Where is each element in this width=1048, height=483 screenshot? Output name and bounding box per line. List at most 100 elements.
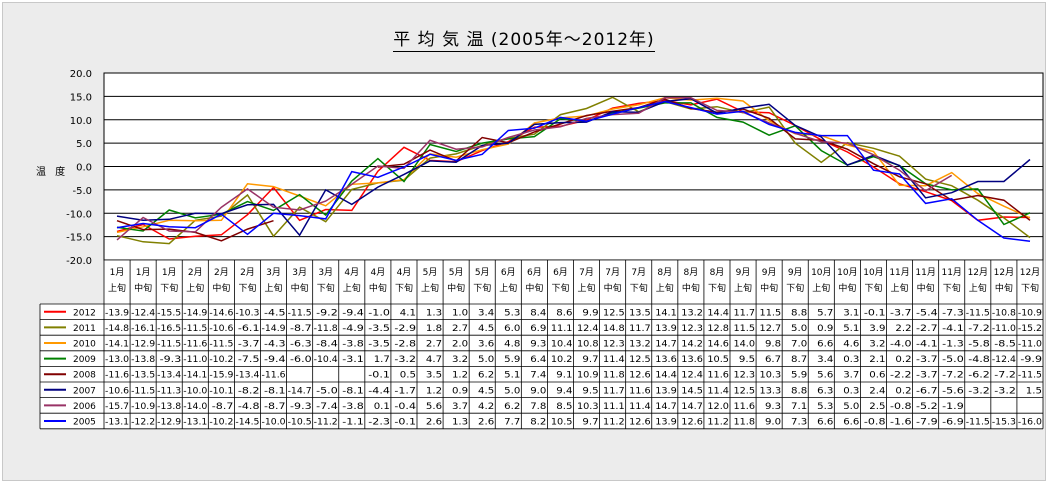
legend-label-2011: 2011 bbox=[73, 324, 96, 334]
y-tick-label: 5.0 bbox=[76, 139, 92, 150]
data-label: -7.2 bbox=[994, 371, 1016, 381]
data-label: 4.7 bbox=[426, 355, 442, 365]
data-label: -14.0 bbox=[183, 402, 207, 412]
data-label: 9.5 bbox=[582, 386, 598, 396]
category-month-label: 6月 bbox=[501, 267, 516, 278]
data-label: -16.0 bbox=[1018, 418, 1042, 428]
data-label: 0.9 bbox=[452, 386, 468, 396]
data-label: -12.9 bbox=[131, 340, 155, 350]
data-label: 11.5 bbox=[733, 324, 755, 334]
data-label: -10.0 bbox=[262, 418, 286, 428]
data-label: -14.1 bbox=[183, 371, 207, 381]
data-label: 3.6 bbox=[478, 340, 494, 350]
data-label: 12.3 bbox=[603, 340, 625, 350]
data-label: -16.1 bbox=[131, 324, 155, 334]
data-label: 9.0 bbox=[765, 418, 781, 428]
data-label: 12.5 bbox=[629, 355, 651, 365]
data-label: 2.5 bbox=[869, 402, 885, 412]
y-tick-label: -15.0 bbox=[66, 233, 92, 244]
category-month-label: 4月 bbox=[344, 267, 359, 278]
data-label: 7.4 bbox=[530, 371, 546, 381]
data-label: 7.8 bbox=[530, 402, 546, 412]
data-label: -15.5 bbox=[157, 308, 181, 318]
data-label: 0.1 bbox=[374, 402, 390, 412]
category-period-label: 中旬 bbox=[525, 282, 543, 294]
data-label: 14.2 bbox=[681, 340, 703, 350]
data-label: 0.9 bbox=[817, 324, 833, 334]
category-month-label: 8月 bbox=[710, 267, 725, 278]
data-label: 11.7 bbox=[629, 324, 651, 334]
data-label: 13.3 bbox=[760, 386, 782, 396]
data-label: -2.8 bbox=[394, 340, 416, 350]
category-month-label: 6月 bbox=[553, 267, 568, 278]
category-period-label: 中旬 bbox=[447, 282, 465, 294]
category-period-label: 中旬 bbox=[134, 282, 152, 294]
data-label: 10.5 bbox=[707, 355, 729, 365]
data-label: -10.5 bbox=[288, 418, 312, 428]
data-label: -14.8 bbox=[105, 324, 129, 334]
data-label: 11.1 bbox=[551, 324, 573, 334]
data-label: -11.8 bbox=[314, 324, 338, 334]
data-label: -10.0 bbox=[183, 386, 207, 396]
data-label: -3.7 bbox=[916, 355, 938, 365]
data-label: 11.2 bbox=[707, 418, 729, 428]
data-label: -3.5 bbox=[368, 340, 390, 350]
data-label: 12.3 bbox=[681, 324, 703, 334]
data-label: 1.2 bbox=[426, 386, 442, 396]
data-label: -11.0 bbox=[183, 355, 207, 365]
data-label: -6.3 bbox=[290, 340, 312, 350]
data-label: 11.6 bbox=[707, 371, 729, 381]
data-label: -0.8 bbox=[864, 418, 886, 428]
data-label: -13.8 bbox=[157, 402, 181, 412]
data-label: -8.4 bbox=[316, 340, 338, 350]
data-label: -10.3 bbox=[235, 308, 259, 318]
data-label: 7.1 bbox=[791, 402, 807, 412]
data-label: 0.3 bbox=[843, 386, 859, 396]
data-label: -3.8 bbox=[342, 340, 364, 350]
data-label: 0.2 bbox=[895, 355, 911, 365]
category-period-label: 下旬 bbox=[317, 282, 335, 294]
data-label: 9.7 bbox=[582, 418, 598, 428]
category-period-label: 上旬 bbox=[656, 282, 674, 294]
data-label: -12.2 bbox=[131, 418, 155, 428]
data-label: -3.2 bbox=[968, 386, 990, 396]
category-month-label: 9月 bbox=[736, 267, 751, 278]
data-label: 12.6 bbox=[629, 418, 651, 428]
data-label: -9.3 bbox=[160, 355, 182, 365]
category-month-label: 2月 bbox=[214, 267, 229, 278]
data-label: 12.7 bbox=[760, 324, 782, 334]
data-label: 9.8 bbox=[765, 340, 781, 350]
data-label: 14.7 bbox=[681, 402, 703, 412]
data-label: -14.9 bbox=[183, 308, 207, 318]
category-period-label: 下旬 bbox=[786, 282, 804, 294]
data-label: -13.5 bbox=[131, 371, 155, 381]
data-label: -3.5 bbox=[368, 324, 390, 334]
data-label: 9.3 bbox=[530, 340, 546, 350]
category-month-label: 10月 bbox=[863, 267, 883, 278]
data-label: 6.0 bbox=[504, 324, 520, 334]
category-month-label: 11月 bbox=[941, 267, 961, 278]
y-tick-label: -5.0 bbox=[72, 186, 92, 197]
data-label: -5.8 bbox=[968, 340, 990, 350]
data-label: -0.8 bbox=[890, 402, 912, 412]
data-label: 3.2 bbox=[869, 340, 885, 350]
data-label: -10.6 bbox=[209, 324, 233, 334]
data-label: -11.3 bbox=[157, 386, 181, 396]
data-label: 7.7 bbox=[504, 418, 520, 428]
data-label: 9.3 bbox=[765, 402, 781, 412]
data-label: 8.5 bbox=[556, 402, 572, 412]
data-label: 4.5 bbox=[478, 386, 494, 396]
data-label: -8.1 bbox=[342, 386, 364, 396]
series-line-2006 bbox=[116, 97, 953, 241]
data-label: 8.4 bbox=[530, 308, 546, 318]
category-period-label: 上旬 bbox=[421, 282, 439, 294]
data-label: 1.5 bbox=[1026, 386, 1042, 396]
data-label: -5.2 bbox=[916, 402, 938, 412]
category-period-label: 上旬 bbox=[499, 282, 517, 294]
data-label: 6.9 bbox=[530, 324, 546, 334]
data-label: 8.8 bbox=[791, 308, 807, 318]
data-label: 10.3 bbox=[577, 402, 599, 412]
data-label: -7.4 bbox=[316, 402, 338, 412]
data-label: -13.8 bbox=[131, 355, 155, 365]
data-label: -13.4 bbox=[157, 371, 181, 381]
